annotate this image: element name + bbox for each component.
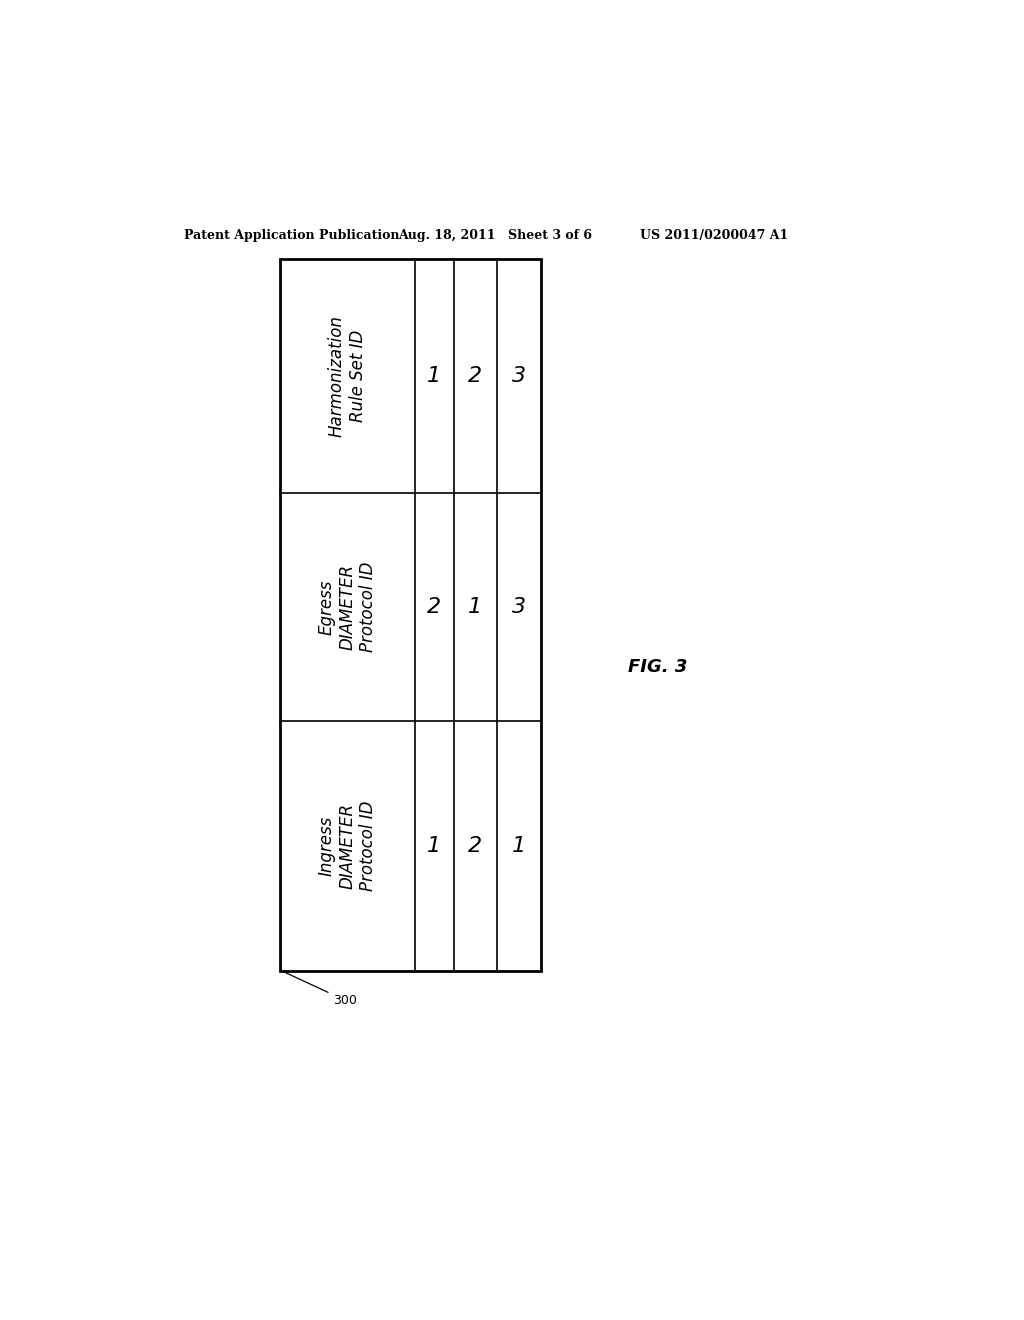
Text: 3: 3 bbox=[512, 366, 526, 385]
Text: FIG. 3: FIG. 3 bbox=[628, 657, 687, 676]
Text: 2: 2 bbox=[427, 597, 441, 616]
Bar bbox=[280, 259, 541, 970]
Text: Egress
DIAMETER
Protocol ID: Egress DIAMETER Protocol ID bbox=[317, 562, 377, 652]
Text: 300: 300 bbox=[284, 972, 357, 1007]
Text: Patent Application Publication: Patent Application Publication bbox=[183, 228, 399, 242]
Text: US 2011/0200047 A1: US 2011/0200047 A1 bbox=[640, 228, 787, 242]
Text: Ingress
DIAMETER
Protocol ID: Ingress DIAMETER Protocol ID bbox=[317, 800, 377, 891]
Text: 2: 2 bbox=[468, 836, 482, 855]
Text: Harmonization
Rule Set ID: Harmonization Rule Set ID bbox=[328, 315, 367, 437]
Text: 1: 1 bbox=[512, 836, 526, 855]
Text: 1: 1 bbox=[468, 597, 482, 616]
Text: 1: 1 bbox=[427, 836, 441, 855]
Text: 1: 1 bbox=[427, 366, 441, 385]
Text: Aug. 18, 2011: Aug. 18, 2011 bbox=[397, 228, 496, 242]
Text: Sheet 3 of 6: Sheet 3 of 6 bbox=[508, 228, 592, 242]
Text: 3: 3 bbox=[512, 597, 526, 616]
Text: 2: 2 bbox=[468, 366, 482, 385]
